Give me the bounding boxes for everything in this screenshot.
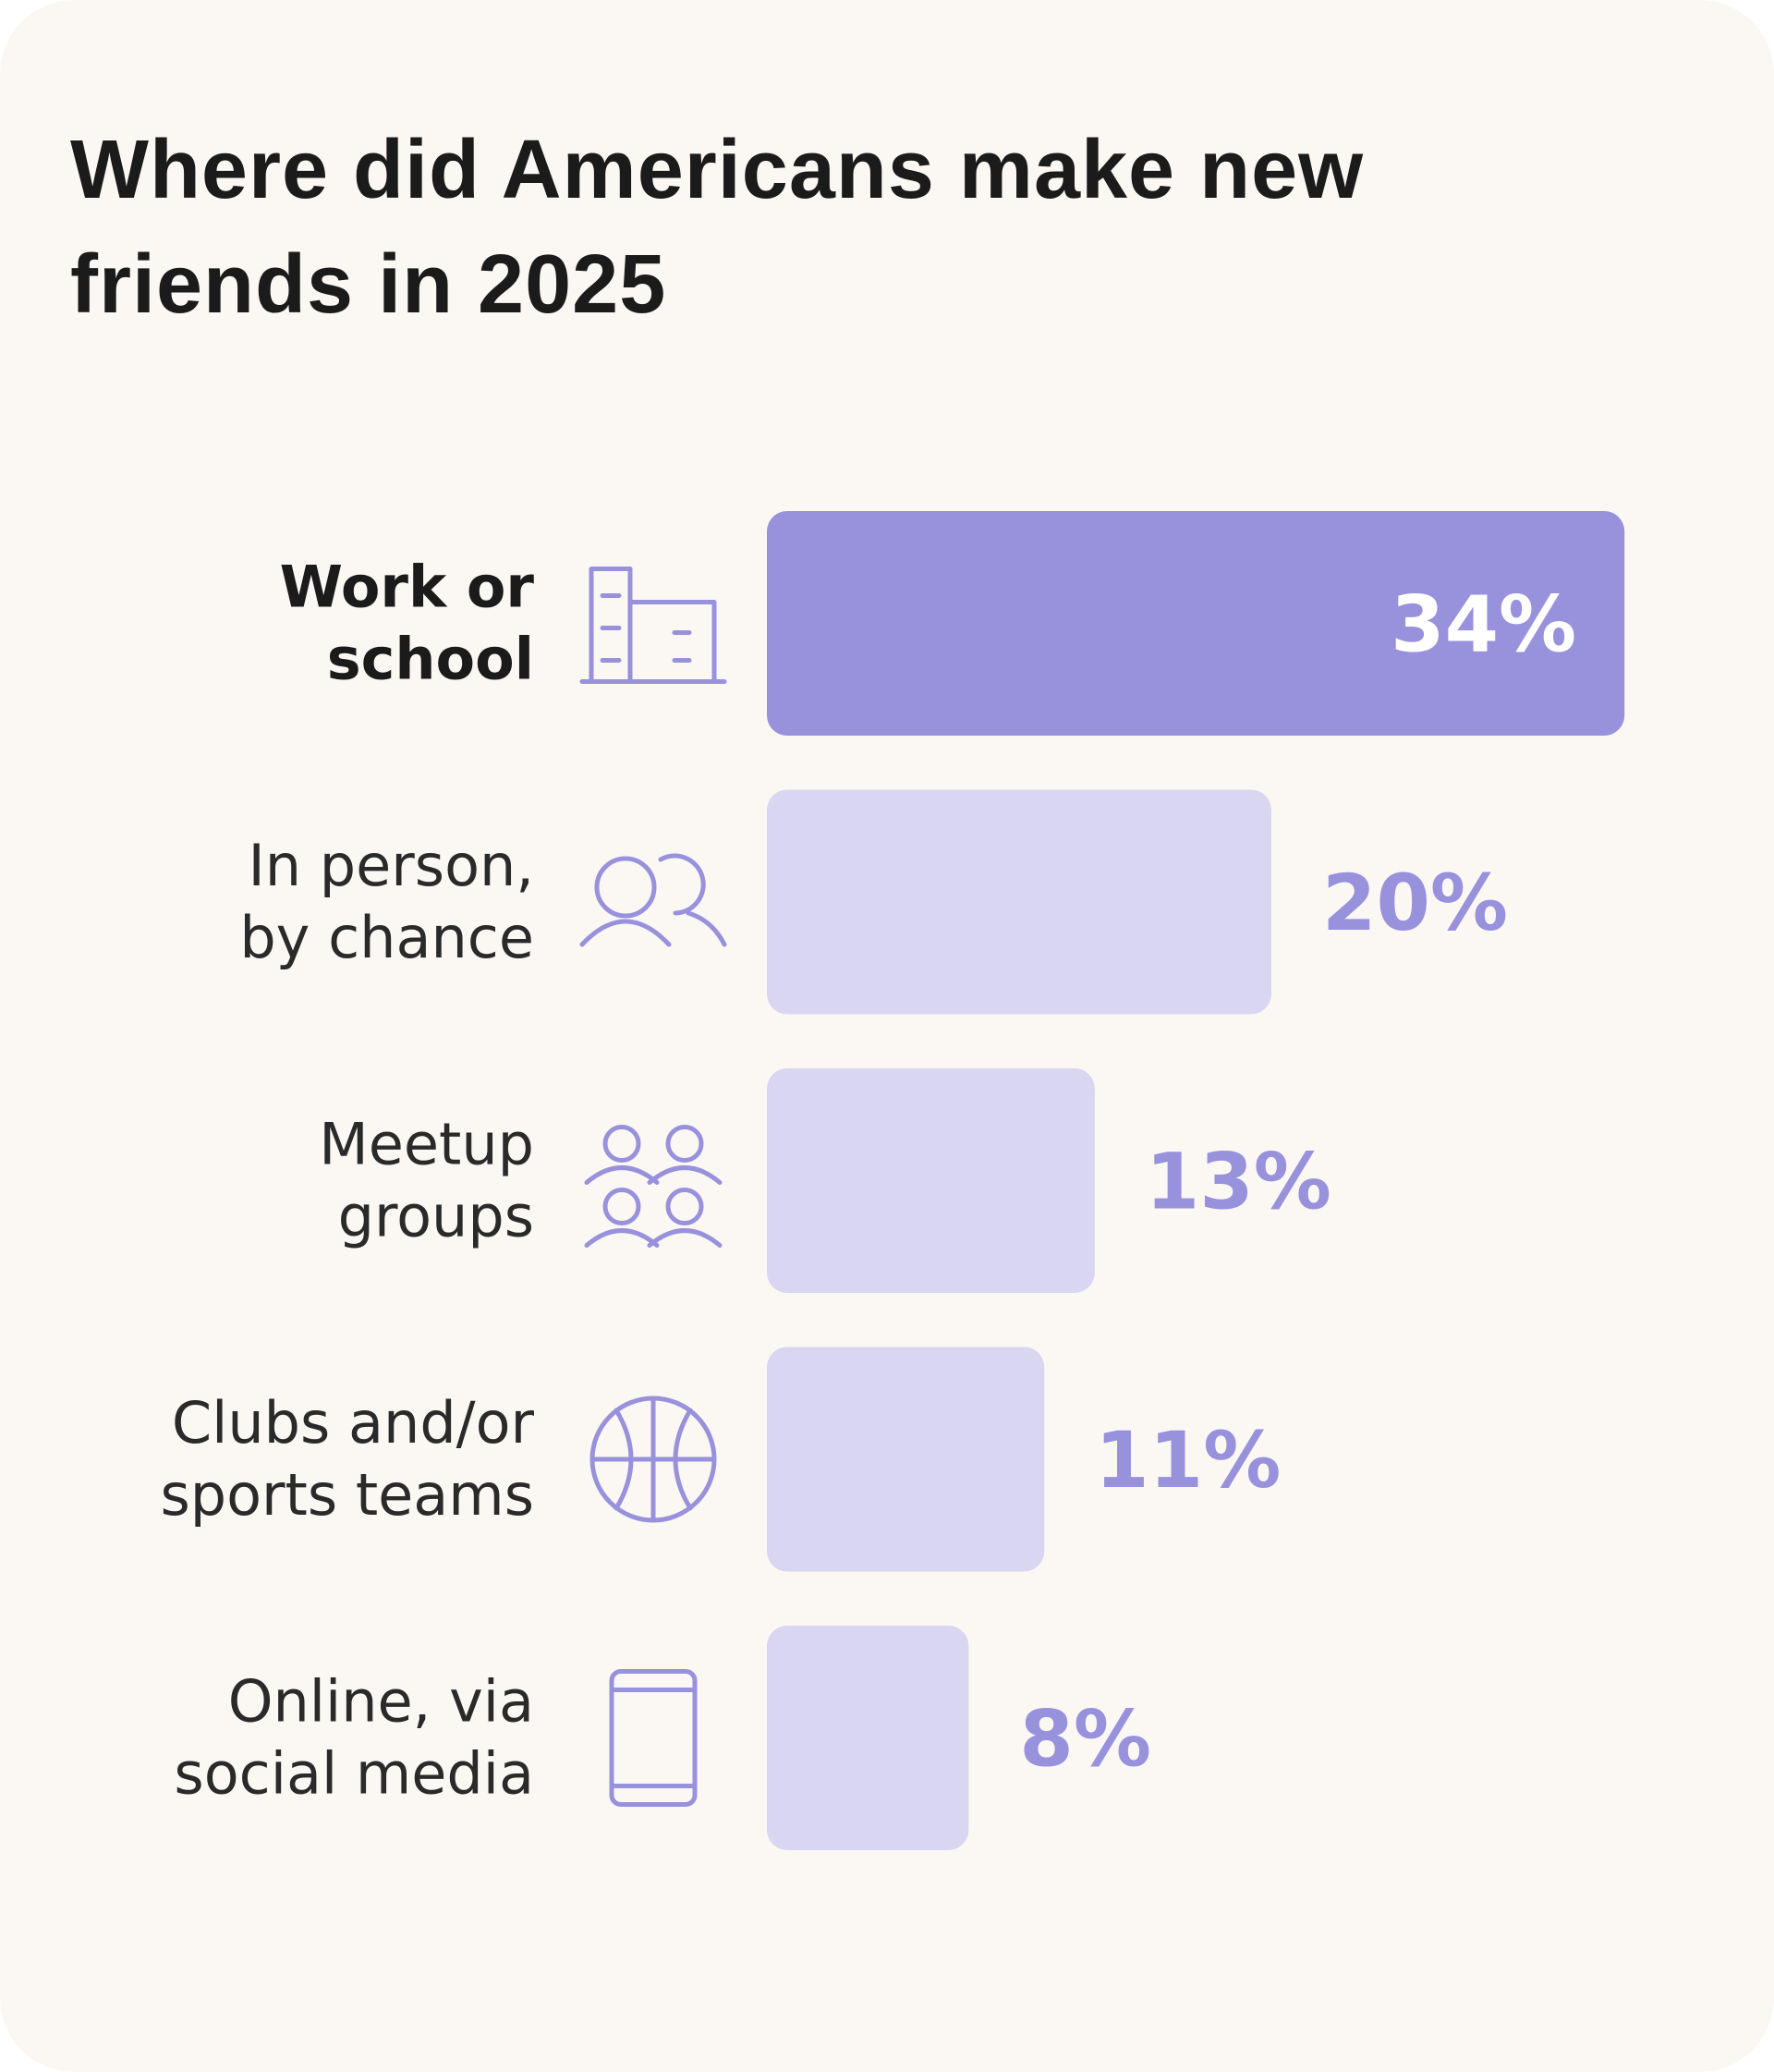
category-label: In person, xyxy=(248,832,534,899)
basketball-icon xyxy=(589,1396,717,1523)
bar xyxy=(767,789,1271,1015)
category-label: school xyxy=(327,626,534,693)
building-icon xyxy=(579,567,727,684)
value-label: 11% xyxy=(1095,1415,1281,1505)
group-icon xyxy=(584,1125,723,1248)
category-label: by chance xyxy=(239,904,534,971)
value-label: 8% xyxy=(1019,1694,1151,1785)
category-label: Online, via xyxy=(228,1668,534,1736)
bar xyxy=(767,1347,1045,1572)
phone-icon xyxy=(609,1669,698,1807)
category-label: Meetup xyxy=(319,1111,534,1178)
value-label: 13% xyxy=(1146,1137,1331,1227)
category-label: Work or xyxy=(280,554,535,621)
category-label: sports teams xyxy=(160,1461,534,1529)
category-label: social media xyxy=(174,1740,534,1808)
category-label: Clubs and/or xyxy=(172,1389,535,1456)
chart-title: Where did Americans make new friends in … xyxy=(70,124,1365,331)
two-people-icon xyxy=(579,853,727,947)
bar xyxy=(767,1068,1095,1293)
category-label: groups xyxy=(338,1183,534,1250)
value-label: 20% xyxy=(1322,858,1508,948)
bar xyxy=(767,511,1625,736)
value-label: 34% xyxy=(1391,579,1576,670)
bar xyxy=(767,1626,969,1850)
